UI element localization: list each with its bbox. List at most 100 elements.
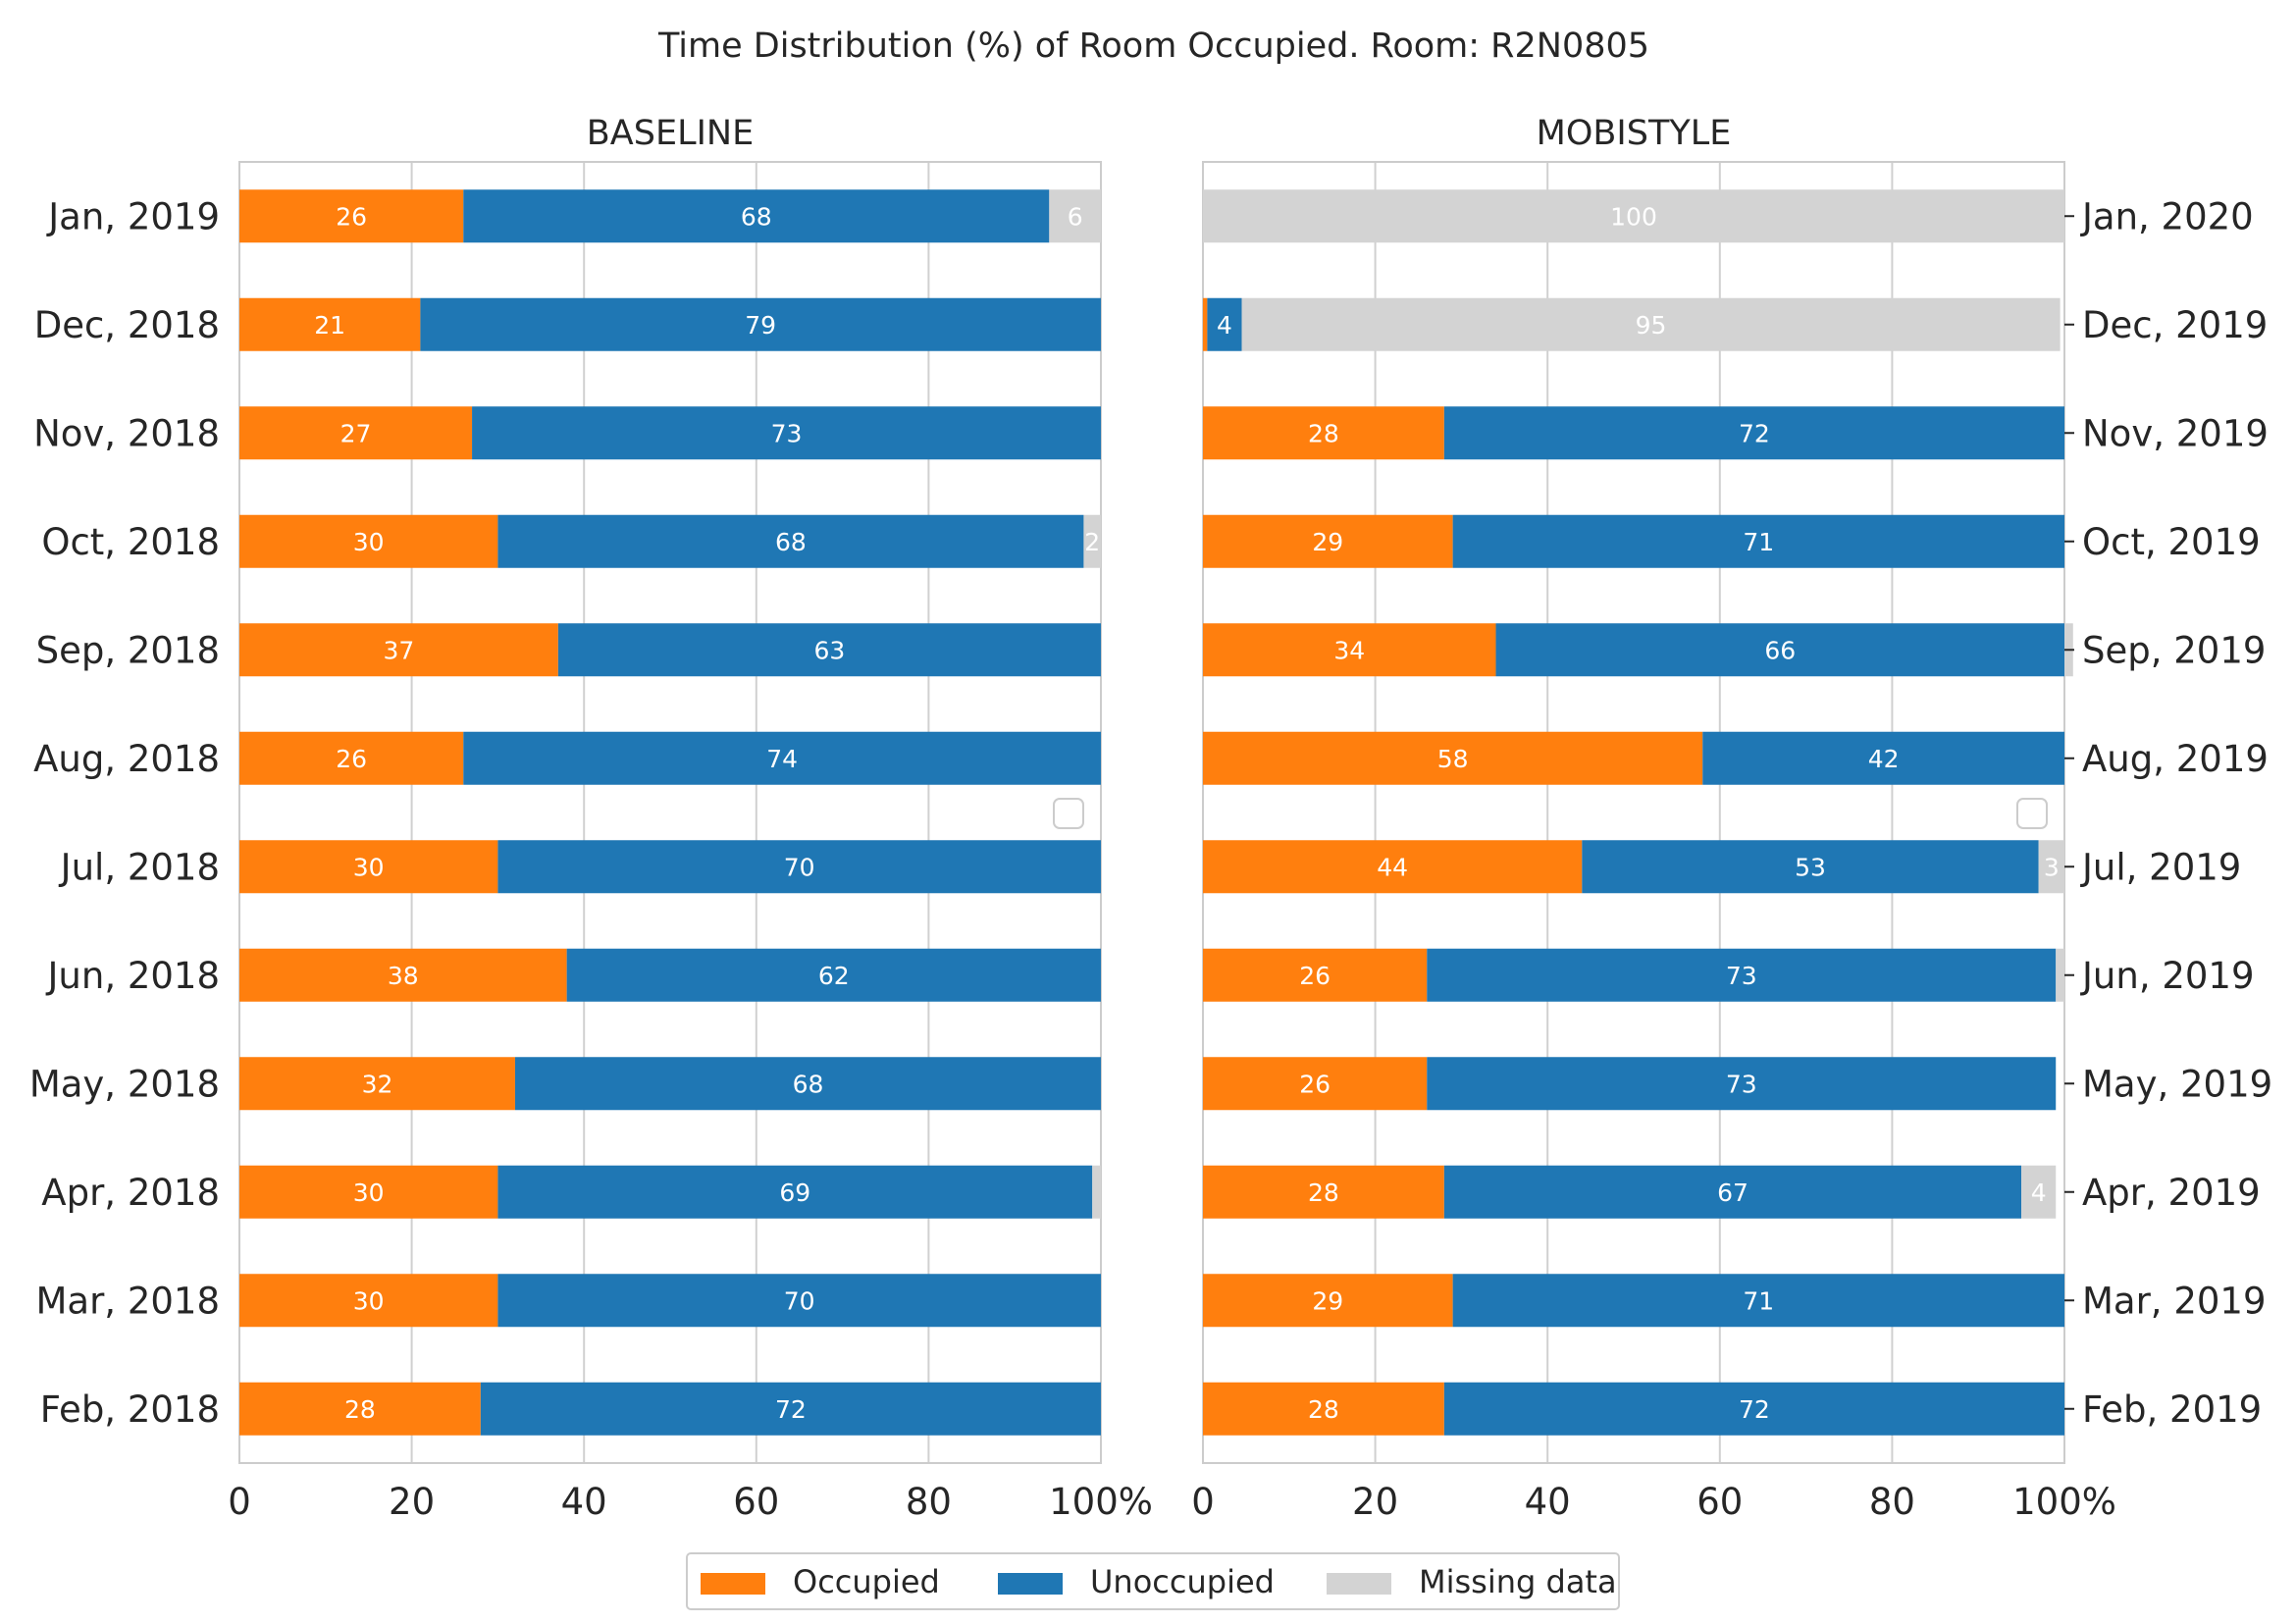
mobistyle-bar-occupied <box>1203 1165 1444 1219</box>
baseline-category-label: Dec, 2018 <box>34 304 220 346</box>
mobistyle-x-tick-label: 100% <box>2012 1481 2116 1523</box>
baseline-x-tick-label: 0 <box>228 1481 251 1523</box>
mobistyle-bar-label: 28 <box>1308 419 1339 447</box>
baseline-bar-label: 74 <box>766 745 798 773</box>
baseline-bar-unoccupied <box>497 514 1084 568</box>
mobistyle-bar-unoccupied <box>1452 1274 2064 1328</box>
baseline-bar-occupied <box>239 623 558 677</box>
mobistyle-bar-label: 26 <box>1299 1070 1331 1098</box>
mobistyle-bar-label: 28 <box>1308 1395 1339 1424</box>
baseline-bar-unoccupied <box>472 406 1101 460</box>
mobistyle-bar-unoccupied <box>1427 1057 2057 1111</box>
mobistyle-category-label: Dec, 2019 <box>2082 304 2268 346</box>
baseline-bar-unoccupied <box>480 1382 1102 1436</box>
baseline-bar-label: 79 <box>745 311 776 340</box>
mobistyle-category-label: Oct, 2019 <box>2082 521 2261 563</box>
baseline-bar-occupied <box>239 1165 498 1219</box>
mobistyle-bar-occupied <box>1203 297 1208 351</box>
mobistyle-bar-occupied <box>1203 514 1453 568</box>
legend-swatch-unoccupied <box>998 1573 1063 1595</box>
baseline-bar-label: 70 <box>784 853 815 881</box>
mobistyle-bar-occupied <box>1203 1057 1428 1111</box>
legend-box <box>686 1552 1620 1610</box>
baseline-x-tick-label: 20 <box>389 1481 435 1523</box>
mobistyle-bar-label: 66 <box>1764 636 1796 664</box>
mobistyle-bar-label: 34 <box>1333 636 1365 664</box>
mobistyle-category-label: Feb, 2019 <box>2082 1388 2262 1431</box>
baseline-category-label: Sep, 2018 <box>36 629 220 671</box>
mobistyle-category-label: Nov, 2019 <box>2082 412 2269 454</box>
baseline-bar-label: 30 <box>353 1178 385 1207</box>
mobistyle-bar-unoccupied <box>1443 1165 2022 1219</box>
mobistyle-x-tick-label: 40 <box>1525 1481 1571 1523</box>
mobistyle-bar-missing-data <box>2021 1165 2057 1219</box>
mobistyle-bar-label: 28 <box>1308 1178 1339 1207</box>
mobistyle-bar-label: 29 <box>1312 528 1343 556</box>
mobistyle-bar-label: 58 <box>1437 745 1469 773</box>
baseline-category-label: Nov, 2018 <box>33 412 220 454</box>
baseline-bar-label: 69 <box>779 1178 810 1207</box>
baseline-bar-label: 68 <box>775 528 807 556</box>
baseline-bar-occupied <box>239 1057 515 1111</box>
legend-label-occupied: Occupied <box>793 1563 940 1600</box>
baseline-category-label: May, 2018 <box>29 1063 220 1105</box>
baseline-x-tick-label: 40 <box>561 1481 607 1523</box>
baseline-bar-label: 28 <box>344 1395 376 1424</box>
mobistyle-bar-occupied <box>1203 1382 1444 1436</box>
mobistyle-bar-missing-data <box>2056 948 2064 1002</box>
mobistyle-empty-legend-box <box>2016 798 2048 829</box>
mobistyle-bar-label: 71 <box>1743 1286 1774 1315</box>
baseline-bar-label: 32 <box>362 1070 393 1098</box>
mobistyle-bar-unoccupied <box>1427 948 2057 1002</box>
mobistyle-bar-label: 53 <box>1795 853 1826 881</box>
baseline-category-label: Oct, 2018 <box>41 521 220 563</box>
mobistyle-bar-occupied <box>1203 731 1703 785</box>
mobistyle-bar-label: 4 <box>1217 311 1232 340</box>
baseline-category-label: Apr, 2018 <box>41 1172 220 1214</box>
mobistyle-category-label: Jul, 2019 <box>2080 846 2241 888</box>
mobistyle-bar-unoccupied <box>1582 840 2039 894</box>
mobistyle-bar-unoccupied <box>1495 623 2064 677</box>
baseline-bar-occupied <box>239 840 498 894</box>
baseline-x-tick-label: 100% <box>1049 1481 1153 1523</box>
mobistyle-x-tick-label: 20 <box>1352 1481 1398 1523</box>
mobistyle-category-label: Jan, 2020 <box>2080 195 2254 237</box>
mobistyle-bar-unoccupied <box>1452 514 2064 568</box>
mobistyle-bar-label: 72 <box>1739 419 1770 447</box>
mobistyle-bar-missing-data <box>1203 189 2064 243</box>
baseline-bar-occupied <box>239 189 464 243</box>
baseline-bar-occupied <box>239 514 498 568</box>
mobistyle-bar-label: 67 <box>1717 1178 1748 1207</box>
baseline-category-label: Jan, 2019 <box>46 195 220 237</box>
baseline-panel-title: BASELINE <box>587 114 754 153</box>
mobistyle-bar-label: 4 <box>2031 1178 2047 1207</box>
baseline-bar-label: 26 <box>336 202 367 231</box>
mobistyle-bar-unoccupied <box>1443 1382 2064 1436</box>
mobistyle-bar-label: 73 <box>1726 1070 1757 1098</box>
baseline-bar-label: 68 <box>793 1070 824 1098</box>
baseline-bar-label: 30 <box>353 853 385 881</box>
mobistyle-bar-unoccupied <box>1207 297 1242 351</box>
mobistyle-bar-label: 3 <box>2044 853 2060 881</box>
chart-title: Time Distribution (%) of Room Occupied. … <box>657 26 1649 66</box>
baseline-bar-label: 63 <box>814 636 846 664</box>
baseline-bar-missing-data <box>1083 514 1101 568</box>
baseline-bar-unoccupied <box>566 948 1101 1002</box>
baseline-bar-label: 6 <box>1068 202 1083 231</box>
mobistyle-bar-occupied <box>1203 623 1496 677</box>
baseline-bar-label: 37 <box>384 636 415 664</box>
baseline-bar-unoccupied <box>420 297 1101 351</box>
baseline-bar-label: 2 <box>1084 528 1100 556</box>
baseline-bar-label: 68 <box>741 202 772 231</box>
mobistyle-bar-label: 44 <box>1377 853 1408 881</box>
baseline-bar-label: 30 <box>353 528 385 556</box>
baseline-bar-occupied <box>239 297 421 351</box>
mobistyle-x-tick-label: 60 <box>1696 1481 1743 1523</box>
mobistyle-bar-label: 95 <box>1636 311 1667 340</box>
baseline-bar-unoccupied <box>497 1274 1101 1328</box>
mobistyle-axes-frame <box>1202 161 2065 1464</box>
baseline-bar-label: 73 <box>771 419 803 447</box>
mobistyle-bar-label: 71 <box>1743 528 1774 556</box>
baseline-x-tick-label: 60 <box>733 1481 779 1523</box>
baseline-empty-legend-box <box>1053 798 1084 829</box>
